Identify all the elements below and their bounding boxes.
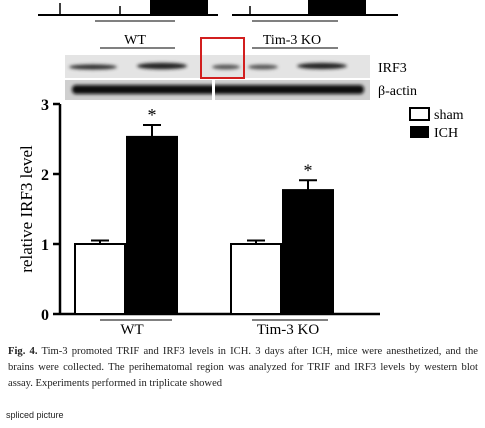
bar-sham-0 — [74, 243, 126, 315]
significance-marker-0: * — [148, 105, 157, 125]
band-label-actin: β-actin — [378, 84, 417, 99]
legend-label-ich: ICH — [434, 126, 458, 141]
caption-text: Tim-3 promoted TRIF and IRF3 levels in I… — [8, 346, 478, 389]
y-tick-label-0: 0 — [41, 307, 49, 324]
y-tick-label-2: 2 — [41, 167, 49, 184]
splice-mark: . — [208, 8, 210, 18]
bar-ich-0 — [126, 135, 178, 315]
upper-blot-fragment: . — [38, 0, 398, 22]
bar-group: ** — [74, 105, 334, 316]
band-label-irf3: IRF3 — [378, 61, 407, 76]
y-tick-group: 0 1 2 3 — [41, 97, 60, 324]
y-tick-label-1: 1 — [41, 237, 49, 254]
highlight-box — [200, 37, 245, 79]
significance-marker-1: * — [304, 160, 313, 180]
x-label-wt: WT — [120, 322, 143, 338]
irf3-blot — [65, 37, 370, 79]
bar-ich-1 — [282, 189, 334, 316]
actin-blot — [65, 80, 370, 100]
spliced-picture-label: spliced picture — [6, 410, 64, 420]
legend-label-sham: sham — [434, 108, 464, 123]
y-axis-label: relative IRF3 level — [17, 145, 36, 273]
blot-label-ko: Tim-3 KO — [263, 33, 321, 48]
blot-label-wt: WT — [124, 33, 146, 48]
figure-caption: Fig. 4. Tim-3 promoted TRIF and IRF3 lev… — [8, 344, 478, 392]
figure: . WT Tim-3 KO IRF3 β-actin 0 1 2 3 relative… — [17, 0, 464, 338]
caption-label: Fig. 4. — [8, 346, 38, 357]
bar-sham-1 — [230, 243, 282, 315]
legend-swatch-ich — [410, 126, 429, 138]
legend-swatch-sham — [409, 107, 430, 121]
legend: sham ICH — [409, 107, 464, 141]
y-tick-label-3: 3 — [41, 97, 49, 114]
x-label-ko: Tim-3 KO — [257, 322, 320, 338]
